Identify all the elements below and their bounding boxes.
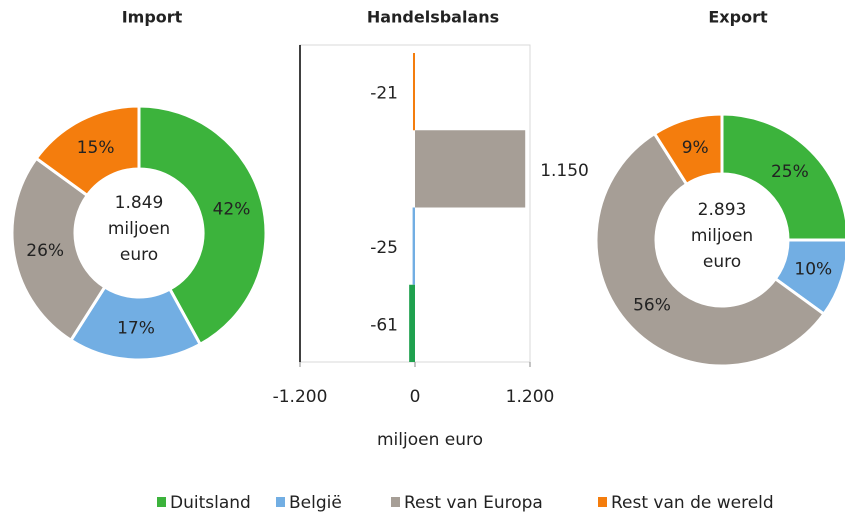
x-axis-label: miljoen euro: [377, 430, 483, 450]
legend-label: Rest van Europa: [404, 493, 543, 513]
data-label: -25: [370, 238, 398, 258]
legend-label: Duitsland: [170, 493, 251, 513]
legend-swatch: [276, 497, 285, 507]
bar: [412, 207, 415, 285]
chart-title: Handelsbalans: [367, 8, 499, 27]
legend-swatch: [598, 497, 607, 507]
donut-slice: [652, 112, 724, 187]
data-label: 9%: [682, 138, 709, 158]
center-label: 2.893: [698, 200, 747, 220]
x-tick-label: 1.200: [506, 387, 555, 407]
x-tick-label: -1.200: [273, 387, 328, 407]
data-label: -21: [370, 84, 398, 104]
center-label: euro: [703, 252, 741, 272]
legend-label: Rest van de wereld: [611, 493, 774, 513]
data-label: 26%: [26, 241, 64, 261]
data-label: 15%: [77, 138, 115, 158]
donut-slice: [34, 104, 141, 198]
bar: [412, 53, 415, 131]
bar: [409, 284, 415, 362]
x-tick-label: 0: [410, 387, 421, 407]
donut-slice: [594, 131, 827, 368]
donut-slice: [137, 104, 268, 347]
data-label: 42%: [213, 199, 251, 219]
donut-slice: [10, 156, 107, 343]
center-label: miljoen: [108, 219, 170, 239]
center-label: miljoen: [691, 226, 753, 246]
chart-title: Export: [708, 8, 768, 27]
bar: [415, 130, 526, 208]
center-label: 1.849: [115, 193, 164, 213]
legend-swatch: [391, 497, 400, 507]
donut-slice: [720, 112, 845, 242]
data-label: 56%: [633, 296, 671, 316]
data-label: 1.150: [540, 161, 589, 181]
data-label: 10%: [794, 260, 832, 280]
data-label: 17%: [117, 318, 155, 338]
legend-label: België: [289, 493, 342, 513]
chart-title: Import: [122, 8, 183, 27]
data-label: -61: [370, 315, 398, 335]
legend-swatch: [157, 497, 166, 507]
data-label: 25%: [771, 162, 809, 182]
center-label: euro: [120, 245, 158, 265]
